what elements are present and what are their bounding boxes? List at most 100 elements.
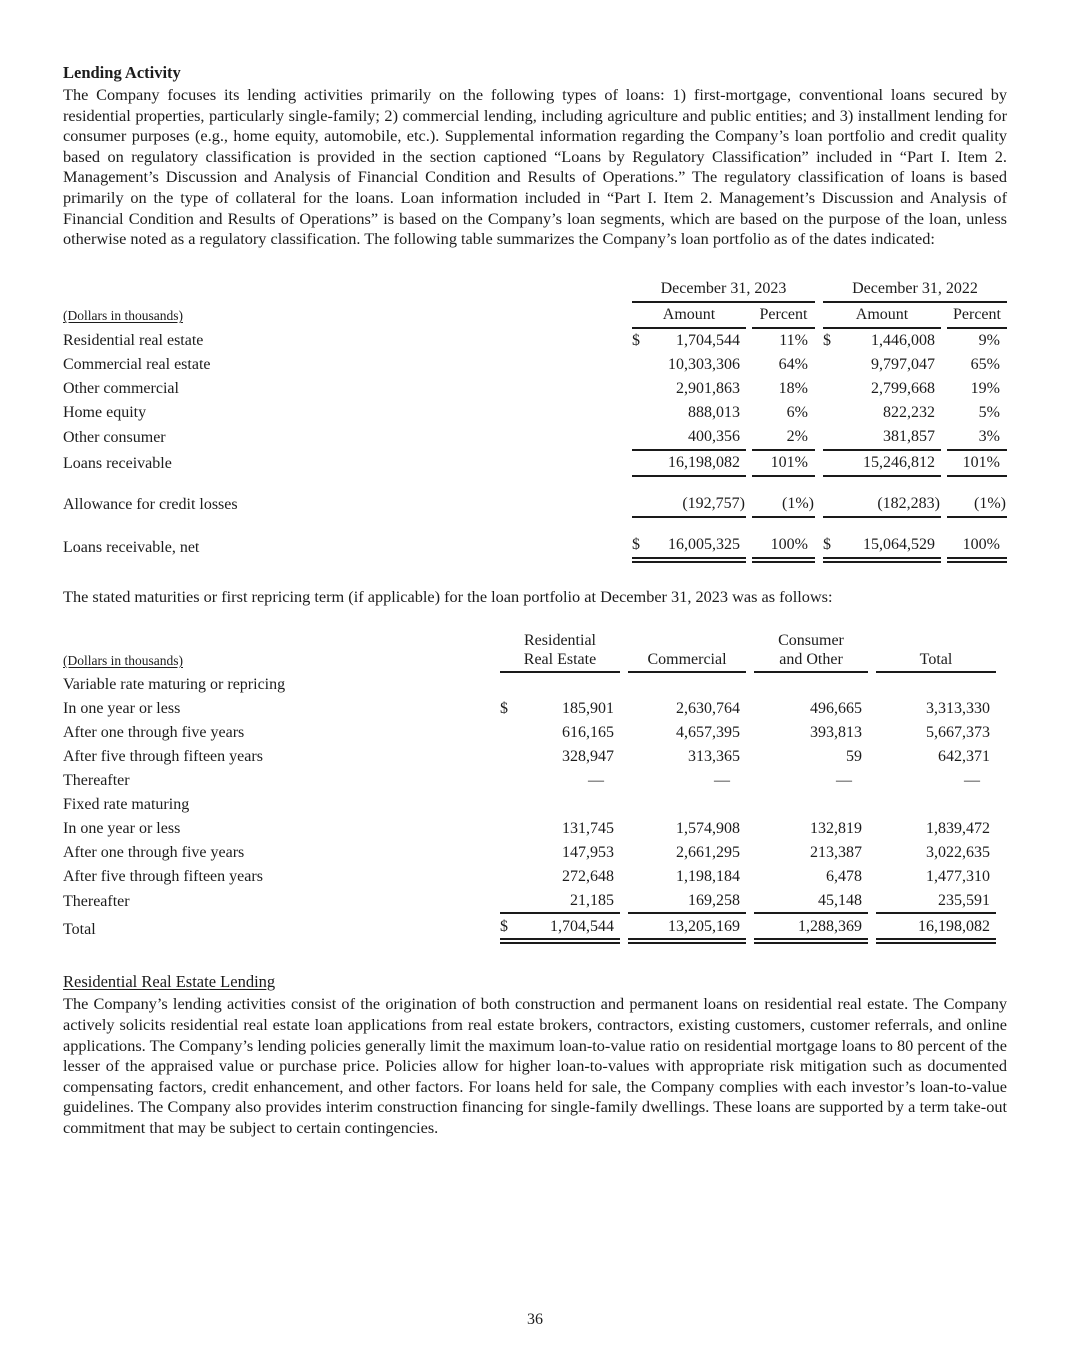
dollar-sign-cell — [500, 816, 522, 840]
column-gap — [815, 353, 823, 377]
value-cell: 1,477,310 — [926, 867, 990, 885]
row-label: Thereafter — [63, 771, 130, 789]
amount-cell: 2,901,863 — [676, 380, 740, 398]
percent-cell: 5% — [978, 404, 1000, 422]
row-label: Variable rate maturing or repricing — [63, 675, 286, 693]
value-cell: 6,478 — [826, 867, 862, 885]
dollar-sign-cell — [823, 401, 843, 425]
value-cell: 131,745 — [562, 819, 614, 837]
row-label: Other commercial — [63, 380, 179, 398]
column-header-line: Real Estate — [523, 650, 597, 668]
value-cell: 1,574,908 — [676, 819, 740, 837]
column-gap — [620, 672, 628, 696]
percent-cell: 18% — [778, 380, 808, 398]
percent-cell: (1%) — [947, 491, 1007, 518]
column-gap — [868, 720, 876, 744]
table-row: Other consumer 400,356 2% 381,857 3% — [63, 424, 1007, 451]
table-row: Variable rate maturing or repricing — [63, 672, 996, 696]
column-gap — [746, 888, 754, 913]
column-header-line: Residential — [524, 631, 596, 649]
table-row: December 31, 2023 December 31, 2022 — [63, 276, 1007, 303]
value-cell — [876, 792, 996, 816]
percent-cell: 65% — [970, 356, 1000, 374]
dollars-note-cell: (Dollars in thousands) — [63, 302, 632, 328]
column-header-amount-2023: Amount — [632, 301, 746, 329]
value-cell: — — [964, 771, 980, 789]
amount-cell: 381,857 — [843, 424, 941, 451]
dollar-sign-cell — [823, 353, 843, 377]
column-group-header-2022: December 31, 2022 — [823, 276, 1007, 303]
column-gap — [815, 401, 823, 425]
dollar-sign-cell: $ — [823, 532, 843, 563]
column-header-percent-2022: Percent — [947, 301, 1007, 329]
table-row: Residential real estate $ 1,704,544 11% … — [63, 328, 1007, 353]
percent-cell: 3% — [947, 424, 1007, 451]
column-gap — [746, 840, 754, 864]
column-gap — [868, 696, 876, 720]
row-label: Fixed rate maturing — [63, 795, 190, 813]
column-gap — [746, 768, 754, 792]
spacer-row — [63, 476, 1007, 492]
spacer-cell — [63, 517, 1007, 533]
value-cell — [754, 792, 868, 816]
value-cell: 328,947 — [562, 747, 614, 765]
amount-cell: 16,198,082 — [652, 449, 746, 477]
maturities-intro-paragraph: The stated maturities or first repricing… — [63, 586, 833, 606]
column-gap — [868, 888, 876, 913]
value-cell: 2,630,764 — [676, 699, 740, 717]
dollar-sign-cell: $ — [500, 913, 522, 945]
column-gap — [620, 913, 628, 941]
dollar-sign-cell — [632, 424, 652, 451]
value-cell — [628, 792, 746, 816]
section-heading-residential-real-estate-lending: Residential Real Estate Lending — [63, 972, 276, 992]
loan-maturities-table: (Dollars in thousands) Residential Real … — [63, 628, 996, 945]
column-header-line: and Other — [779, 650, 843, 668]
value-cell: 393,813 — [810, 723, 862, 741]
value-cell: 13,205,169 — [628, 913, 746, 945]
row-label: After five through fifteen years — [63, 747, 263, 765]
dollars-note: (Dollars in thousands) — [63, 652, 183, 668]
value-cell: 642,371 — [938, 747, 990, 765]
loan-portfolio-table: December 31, 2023 December 31, 2022 (Dol… — [63, 276, 1007, 563]
column-gap — [746, 792, 754, 816]
column-header-percent-2023: Percent — [752, 301, 815, 329]
dollar-sign-cell — [823, 377, 843, 401]
dollar-sign-cell — [500, 744, 522, 768]
table-row: In one year or less $ 185,901 2,630,764 … — [63, 696, 996, 720]
value-cell: 21,185 — [522, 888, 620, 915]
column-gap — [815, 425, 823, 450]
row-label: After one through five years — [63, 843, 245, 861]
column-gap — [746, 816, 754, 840]
column-gap — [620, 792, 628, 816]
column-gap — [868, 913, 876, 941]
row-label: Allowance for credit losses — [63, 496, 238, 514]
table-row: (Dollars in thousands) Amount Percent Am… — [63, 301, 1007, 329]
column-gap — [815, 302, 823, 328]
column-gap — [746, 672, 754, 696]
percent-cell: 64% — [778, 356, 808, 374]
value-cell: 235,591 — [876, 888, 996, 915]
row-label: In one year or less — [63, 699, 181, 717]
value-cell: 2,661,295 — [676, 843, 740, 861]
column-group-header-2023: December 31, 2023 — [632, 276, 815, 303]
column-gap — [620, 744, 628, 768]
dollars-note-cell: (Dollars in thousands) — [63, 628, 500, 672]
value-cell: 272,648 — [562, 867, 614, 885]
row-label: In one year or less — [63, 819, 181, 837]
row-label: Commercial real estate — [63, 356, 211, 374]
column-gap — [746, 696, 754, 720]
column-gap — [746, 720, 754, 744]
dollar-sign-cell — [632, 449, 652, 477]
row-label: Home equity — [63, 404, 147, 422]
amount-cell: 822,232 — [883, 404, 935, 422]
amount-cell: (192,757) — [652, 491, 746, 518]
value-cell — [628, 672, 746, 696]
table-row: Commercial real estate 10,303,306 64% 9,… — [63, 353, 1007, 377]
column-gap — [868, 768, 876, 792]
percent-cell: 2% — [752, 424, 815, 451]
value-cell: 5,667,373 — [926, 723, 990, 741]
table-row: Thereafter 21,185 169,258 45,148 235,591 — [63, 888, 996, 915]
column-gap — [868, 792, 876, 816]
column-gap — [620, 696, 628, 720]
